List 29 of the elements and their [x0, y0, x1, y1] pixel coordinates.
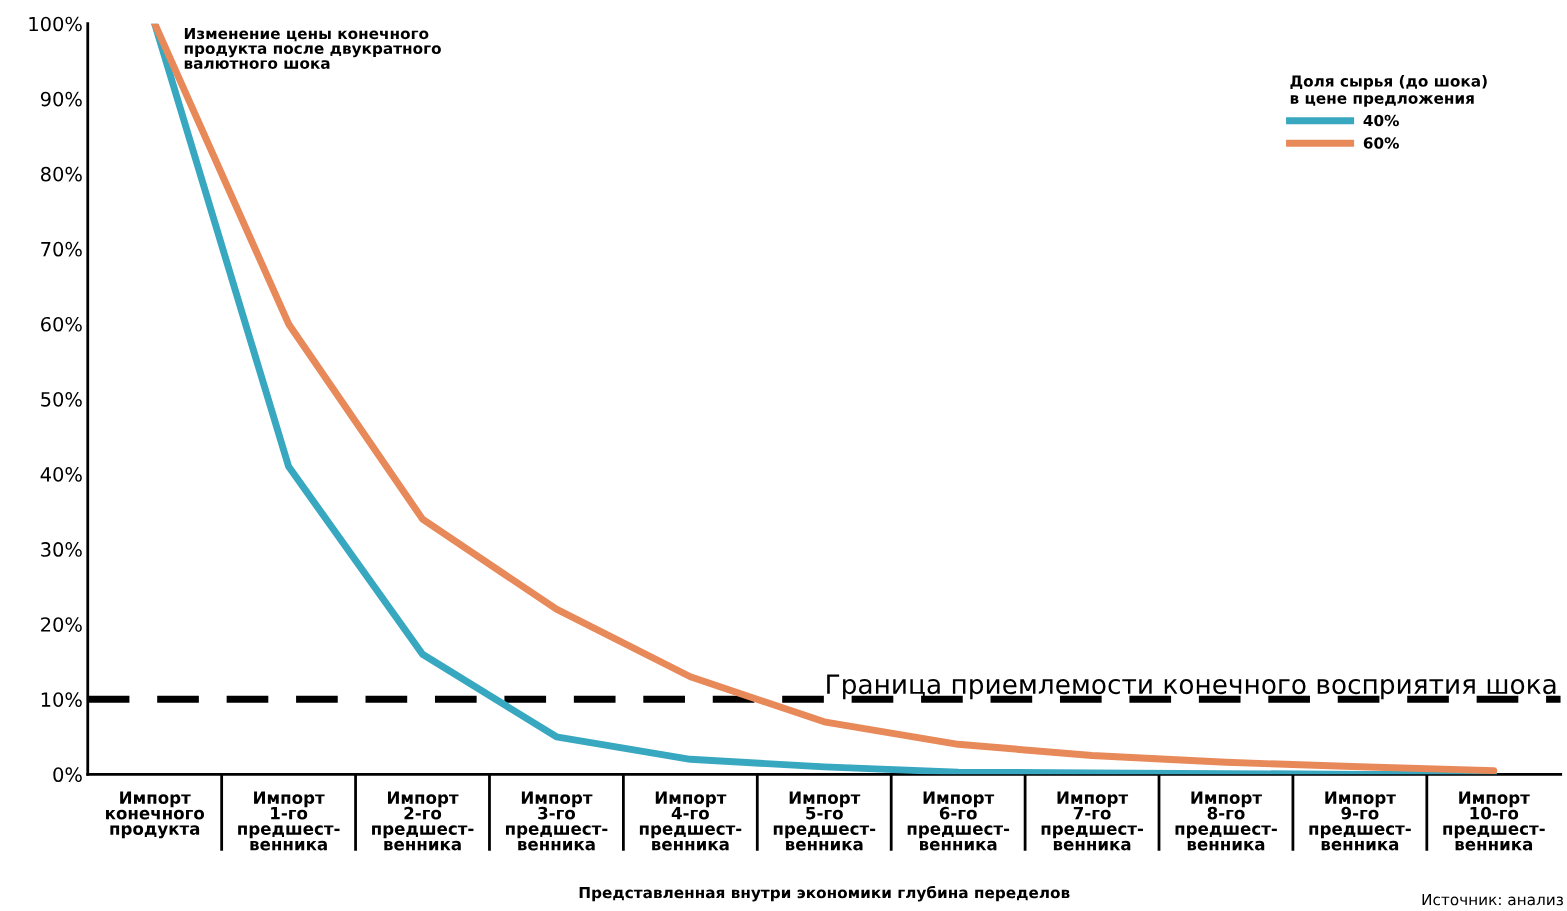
x-tick-label: Импорт 10-го предшест- венника — [1443, 791, 1545, 851]
legend-label: 60% — [1363, 137, 1399, 149]
y-tick-label: 60% — [41, 316, 82, 332]
y-tick-label: 80% — [40, 166, 82, 182]
legend-label: 40% — [1363, 114, 1399, 127]
x-tick-label: Импорт 7-го предшест- венника — [1041, 791, 1143, 851]
y-tick-label: 0% — [53, 767, 82, 783]
x-tick-label: Импорт 9-го предшест- венника — [1309, 791, 1411, 851]
legend-title: Доля сырья (до шока) в цене предложения — [1290, 74, 1487, 107]
x-tick-label: Импорт 6-го предшест- венника — [907, 791, 1010, 851]
x-tick-label: Импорт 4-го предшест- венника — [639, 791, 742, 851]
ref-line-label: Граница приемлемости конечного восприятия шока — [827, 674, 1556, 700]
y-tick-label: 70% — [41, 241, 82, 257]
y-tick-label: 20% — [41, 617, 82, 632]
y-tick-label: 40% — [40, 467, 82, 482]
y-tick-label: 30% — [41, 542, 82, 557]
x-tick-label: Импорт 5-го предшест- венника — [773, 791, 876, 851]
x-tick-label: Импорт 2-го предшест- венника — [372, 791, 474, 851]
y-tick-label: 50% — [41, 391, 82, 407]
x-axis-title: Представленная внутри экономики глубина переделов — [579, 886, 1070, 902]
x-tick-label: Импорт 8-го предшест- венника — [1175, 791, 1277, 851]
y-tick-label: 100% — [29, 16, 82, 32]
x-tick-label: Импорт конечного продукта — [106, 791, 205, 839]
y-tick-label: 10% — [41, 692, 82, 707]
x-tick-label: Импорт 1-го предшест- венника — [238, 791, 340, 851]
y-tick-label: 90% — [40, 91, 82, 107]
x-tick-label: Импорт 3-го предшест- венника — [505, 791, 608, 851]
y-axis-title: Изменение цены конечного продукта после двукратного валютного шока — [184, 27, 441, 69]
text: Источник: анализ — [1422, 893, 1563, 906]
